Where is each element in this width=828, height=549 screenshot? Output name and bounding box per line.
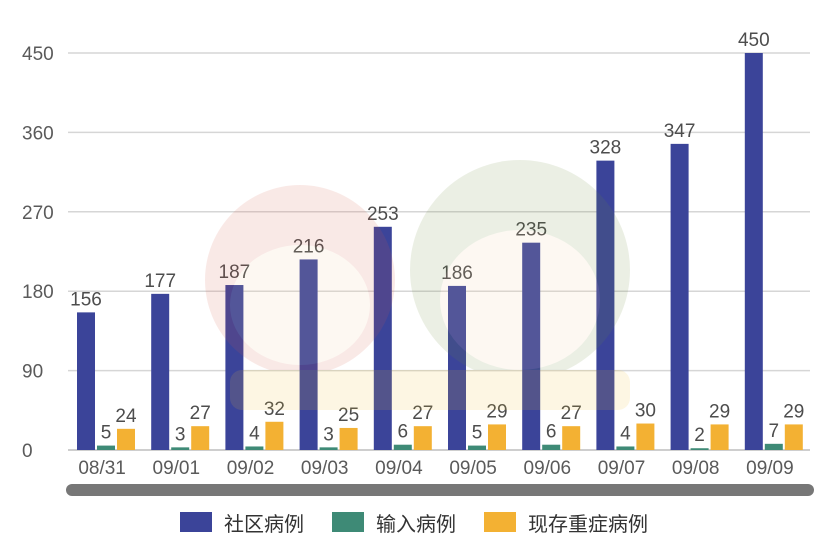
x-tick-label: 09/09 [746, 458, 794, 479]
y-tick-label: 180 [22, 282, 54, 303]
data-label: 30 [635, 401, 656, 422]
data-label: 253 [367, 204, 399, 225]
x-tick-label: 09/01 [153, 458, 201, 479]
x-tick-label: 09/07 [598, 458, 646, 479]
data-label: 4 [620, 423, 631, 444]
data-label: 7 [769, 421, 780, 442]
legend-item-imported: 输入病例 [332, 508, 456, 537]
bar [764, 443, 783, 450]
data-label: 450 [738, 30, 770, 51]
data-label: 5 [472, 423, 483, 444]
bar [151, 293, 170, 450]
data-label: 27 [561, 403, 582, 424]
legend-item-community: 社区病例 [180, 508, 304, 537]
bar [562, 426, 581, 450]
bar [413, 426, 432, 450]
legend-label-community: 社区病例 [224, 511, 304, 536]
data-label: 3 [175, 424, 186, 445]
bar [784, 424, 803, 450]
legend-label-imported: 输入病例 [376, 511, 456, 536]
bar [596, 160, 615, 450]
bar [744, 53, 763, 450]
horizontal-scrollbar[interactable] [66, 484, 814, 496]
y-tick-label: 0 [22, 441, 33, 462]
data-label: 6 [398, 422, 409, 443]
data-label: 156 [70, 289, 102, 310]
data-label: 3 [323, 424, 334, 445]
data-label: 29 [783, 401, 804, 422]
bar [542, 444, 561, 450]
data-label: 32 [264, 399, 285, 420]
y-tick-label: 270 [22, 203, 54, 224]
data-label: 4 [249, 423, 260, 444]
y-tick-label: 360 [22, 123, 54, 144]
data-label: 27 [412, 403, 433, 424]
legend-swatch-community [180, 512, 212, 532]
x-tick-label: 09/03 [301, 458, 349, 479]
bar [468, 445, 486, 450]
data-label: 24 [115, 406, 137, 427]
bar [339, 427, 358, 450]
x-tick-label: 09/05 [449, 458, 497, 479]
chart-legend: 社区病例 输入病例 现存重症病例 [180, 507, 648, 537]
x-tick-label: 08/31 [78, 458, 126, 479]
bars [77, 53, 803, 450]
data-label: 25 [338, 405, 359, 426]
data-label: 177 [144, 271, 176, 292]
legend-item-severe: 现存重症病例 [484, 508, 648, 537]
data-label: 27 [190, 403, 211, 424]
data-label: 186 [441, 263, 473, 284]
data-label: 29 [486, 401, 507, 422]
cartoon-watermark [205, 160, 630, 410]
data-label: 6 [546, 422, 557, 443]
data-label: 216 [293, 236, 325, 257]
data-label: 29 [709, 401, 730, 422]
bar [373, 226, 392, 450]
bar [616, 446, 635, 450]
bar [299, 259, 318, 450]
bar [522, 242, 541, 450]
x-tick-label: 09/04 [375, 458, 423, 479]
bar [636, 423, 655, 450]
y-axis-ticks: 0 90 180 270 360 450 [22, 44, 54, 462]
data-label: 328 [590, 138, 622, 159]
bar [97, 445, 115, 450]
x-tick-label: 09/02 [227, 458, 275, 479]
bar [225, 285, 244, 450]
legend-label-severe: 现存重症病例 [528, 511, 648, 536]
bar [77, 312, 95, 450]
bar [191, 426, 210, 450]
x-tick-label: 09/08 [672, 458, 720, 479]
x-axis-ticks: 08/31 09/01 09/02 09/03 09/04 09/05 09/06 09/07… [78, 458, 793, 479]
bar [245, 446, 264, 450]
x-tick-label: 09/06 [524, 458, 572, 479]
bar [488, 424, 506, 450]
y-tick-label: 90 [22, 362, 43, 383]
bar [670, 143, 689, 450]
data-label: 235 [515, 220, 547, 241]
bar [117, 428, 135, 450]
data-label: 187 [219, 262, 251, 283]
data-label: 347 [664, 121, 696, 142]
data-label: 2 [694, 425, 705, 446]
data-labels: 1565241773271874322163252536271865292356… [70, 30, 804, 446]
legend-swatch-imported [332, 512, 364, 532]
bar [690, 448, 709, 450]
bar [319, 447, 338, 450]
legend-swatch-severe [484, 512, 516, 532]
bar [448, 285, 466, 450]
bar [710, 424, 729, 450]
bar [171, 447, 190, 450]
data-label: 5 [101, 423, 112, 444]
bar [265, 421, 284, 450]
y-tick-label: 450 [22, 44, 54, 65]
bar [393, 444, 412, 450]
